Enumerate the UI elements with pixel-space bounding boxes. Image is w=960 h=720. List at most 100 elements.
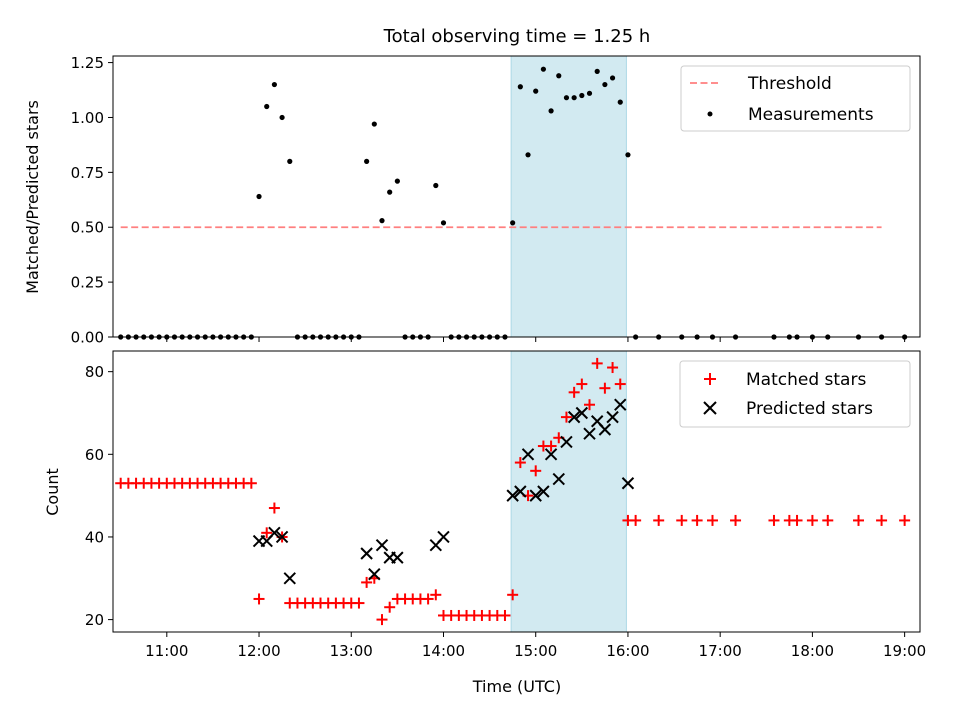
matched-star-point bbox=[253, 593, 265, 605]
predicted-star-point bbox=[506, 489, 519, 502]
measurement-point bbox=[364, 158, 370, 164]
matched-star-point bbox=[576, 378, 588, 390]
predicted-star-point bbox=[606, 410, 619, 424]
predicted-star-point bbox=[360, 547, 373, 560]
bottom-y-tick-label: 60 bbox=[85, 446, 104, 464]
top-y-tick-label: 1.25 bbox=[71, 54, 104, 72]
matched-star-point bbox=[676, 514, 688, 526]
matched-star-point bbox=[822, 514, 834, 526]
matched-star-point bbox=[261, 527, 273, 539]
measurement-point bbox=[517, 84, 523, 90]
measurement-point bbox=[548, 108, 554, 114]
top-legend: Threshold Measurements bbox=[680, 65, 911, 132]
matched-star-point bbox=[630, 514, 642, 526]
predicted-star-point bbox=[275, 530, 289, 544]
measurement-point bbox=[264, 103, 270, 110]
matched-star-point bbox=[791, 514, 803, 526]
measurement-point bbox=[287, 158, 293, 164]
predicted-star-point bbox=[567, 410, 581, 424]
measurement-point bbox=[563, 95, 570, 101]
predicted-star-point bbox=[598, 423, 612, 436]
top-y-tick-label: 0.00 bbox=[71, 329, 104, 347]
x-tick-label: 16:00 bbox=[606, 642, 649, 660]
top-highlight-span bbox=[510, 55, 627, 338]
measurement-point bbox=[387, 189, 393, 195]
predicted-star-point bbox=[368, 567, 381, 581]
bottom-y-tick-label: 20 bbox=[85, 611, 104, 629]
x-tick-label: 14:00 bbox=[422, 642, 465, 660]
measurement-point bbox=[379, 218, 385, 224]
measurement-point bbox=[556, 73, 562, 79]
top-legend-box bbox=[680, 65, 911, 132]
top-plot-frame bbox=[112, 55, 921, 338]
predicted-star-point bbox=[521, 448, 535, 461]
x-tick-label: 11:00 bbox=[145, 642, 188, 660]
measurement-point bbox=[609, 75, 616, 81]
measurement-point bbox=[540, 66, 547, 72]
top-y-tick-label: 0.25 bbox=[71, 274, 104, 292]
measurement-point bbox=[433, 182, 439, 189]
matched-star-point bbox=[899, 514, 911, 526]
predicted-star-point bbox=[437, 530, 450, 544]
predicted-star-point bbox=[391, 551, 404, 564]
matched-star-point bbox=[584, 399, 596, 411]
top-y-axis-label: Matched/Predicted stars bbox=[23, 100, 42, 294]
top-panel: 0.00 0.25 0.50 0.75 1.00 1.25 Matched/Predict… bbox=[23, 54, 921, 347]
bottom-y-axis-label: Count bbox=[43, 468, 62, 516]
matched-star-point bbox=[876, 514, 888, 526]
top-y-tick-label: 0.75 bbox=[71, 164, 104, 182]
top-y-tick-label: 0.50 bbox=[71, 219, 104, 237]
bottom-y-tick-label: 40 bbox=[85, 528, 104, 546]
predicted-star-point bbox=[614, 398, 627, 411]
bottom-plot-frame bbox=[112, 350, 921, 633]
predicted-star-point bbox=[375, 539, 389, 552]
bottom-points-group bbox=[115, 357, 911, 626]
legend-measurements-label: Measurements bbox=[748, 105, 874, 125]
predicted-star-point bbox=[575, 406, 589, 420]
x-tick-label: 18:00 bbox=[791, 642, 834, 660]
measurement-point bbox=[617, 99, 623, 105]
predicted-star-point bbox=[544, 448, 558, 461]
bottom-legend: Matched stars Predicted stars bbox=[679, 360, 911, 428]
matched-star-point bbox=[853, 514, 865, 526]
measurement-point bbox=[586, 90, 593, 96]
measurement-point bbox=[271, 81, 277, 88]
predicted-star-point bbox=[583, 427, 596, 440]
measurement-point bbox=[571, 95, 577, 101]
matched-star-point bbox=[607, 362, 619, 374]
matched-star-point bbox=[560, 411, 572, 423]
predicted-star-point bbox=[537, 485, 550, 498]
bottom-panel: 11:00 12:00 13:00 14:00 15:00 16:00 17:00 18:00… bbox=[43, 350, 926, 696]
predicted-star-point bbox=[552, 472, 565, 486]
measurement-point bbox=[533, 88, 539, 94]
legend-predicted-swatch bbox=[703, 401, 717, 415]
x-tick-label: 15:00 bbox=[514, 642, 557, 660]
matched-star-point bbox=[614, 378, 626, 390]
matched-star-point bbox=[599, 382, 611, 394]
measurement-point bbox=[394, 178, 400, 184]
matched-star-point bbox=[514, 457, 526, 469]
measurement-point bbox=[594, 68, 600, 74]
matched-star-point bbox=[430, 589, 442, 601]
x-tick-label: 12:00 bbox=[237, 642, 280, 660]
matched-star-point bbox=[376, 614, 388, 626]
bottom-legend-box bbox=[679, 360, 911, 428]
predicted-star-point bbox=[514, 485, 527, 498]
matched-star-point bbox=[691, 514, 703, 526]
matched-star-point bbox=[545, 440, 557, 452]
matched-star-point bbox=[653, 514, 665, 526]
x-axis-label: Time (UTC) bbox=[472, 677, 561, 696]
predicted-star-point bbox=[268, 526, 281, 540]
measurement-point bbox=[525, 152, 531, 158]
measurement-point bbox=[579, 92, 585, 99]
legend-measurements-swatch bbox=[707, 111, 713, 117]
measurement-point bbox=[256, 193, 262, 200]
bottom-y-tick-label: 80 bbox=[85, 363, 104, 381]
chart-title: Total observing time = 1.25 h bbox=[383, 26, 651, 47]
matched-star-point bbox=[361, 576, 373, 588]
measurement-point bbox=[625, 152, 631, 158]
predicted-star-point bbox=[283, 572, 296, 585]
matched-star-point bbox=[268, 502, 280, 514]
predicted-star-point bbox=[560, 435, 573, 449]
